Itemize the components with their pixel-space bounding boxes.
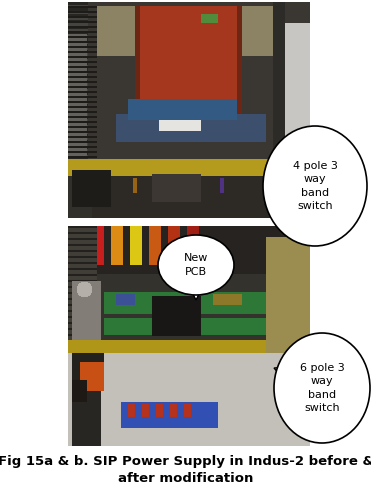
Text: 6 pole 3
way
band
switch: 6 pole 3 way band switch <box>300 363 344 413</box>
Text: after modification: after modification <box>118 471 253 484</box>
Ellipse shape <box>158 235 234 295</box>
Text: New
PCB: New PCB <box>184 254 208 277</box>
Ellipse shape <box>263 126 367 246</box>
Text: 4 pole 3
way
band
switch: 4 pole 3 way band switch <box>293 161 338 211</box>
Polygon shape <box>265 199 272 207</box>
Text: Fig 15a & b. SIP Power Supply in Indus-2 before &: Fig 15a & b. SIP Power Supply in Indus-2… <box>0 456 371 468</box>
Ellipse shape <box>274 333 370 443</box>
Polygon shape <box>192 292 200 300</box>
Polygon shape <box>274 367 283 375</box>
